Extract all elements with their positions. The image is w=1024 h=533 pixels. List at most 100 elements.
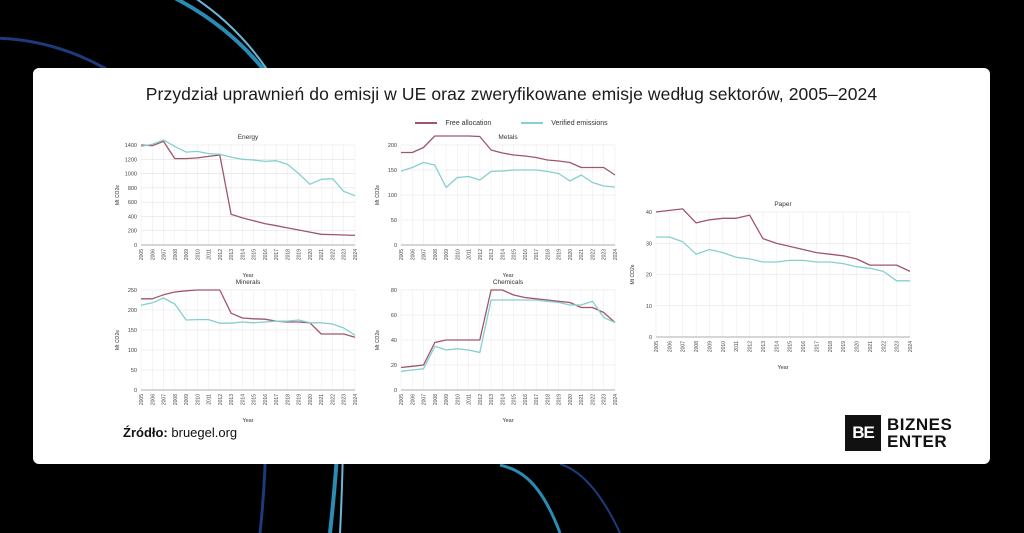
minerals-x-tick-label: 2021 xyxy=(319,394,325,405)
metals-series-verified-emissions xyxy=(400,161,616,189)
metals-y-tick-label: 200 xyxy=(388,143,397,149)
metals-y-tick-label: 50 xyxy=(391,218,397,224)
paper-x-tick-label: 2008 xyxy=(694,341,700,352)
energy-x-tick-label: 2019 xyxy=(297,249,303,260)
chemicals-series-verified-emissions xyxy=(400,299,616,372)
paper-y-tick-label: 30 xyxy=(646,241,652,247)
chemicals-x-tick-label: 2023 xyxy=(602,394,608,405)
panel-chemicals: Chemicals 0 20 40 60 80 2005 2006 2007 2008 2009 20… xyxy=(373,276,623,426)
energy-y-tick-label: 200 xyxy=(128,229,137,235)
paper-y-axis-title: Mt CO2e xyxy=(630,264,636,284)
energy-x-tick-label: 2018 xyxy=(285,249,291,260)
paper-x-tick-label: 2018 xyxy=(828,341,834,352)
legend-item-free-allocation: Free allocation xyxy=(415,116,491,130)
metals-x-tick-label: 2012 xyxy=(478,249,484,260)
chemicals-x-tick-label: 2012 xyxy=(478,394,484,405)
minerals-x-tick-label: 2010 xyxy=(195,394,201,405)
paper-x-tick-label: 2015 xyxy=(788,341,794,352)
page-title: Przydział uprawnień do emisji w UE oraz … xyxy=(145,84,878,104)
minerals-x-axis-title: Year xyxy=(242,418,253,424)
energy-y-tick-label: 1400 xyxy=(125,143,137,149)
chemicals-x-tick-label: 2010 xyxy=(455,394,461,405)
legend-label-free-allocation: Free allocation xyxy=(445,119,492,127)
energy-x-tick-label: 2022 xyxy=(330,249,336,260)
chemicals-x-tick-label: 2016 xyxy=(523,394,529,405)
panel-energy: Energy 0 200 400 600 800 1000 1200 1400 2005 2006 2… xyxy=(113,131,363,281)
chemicals-x-tick-label: 2021 xyxy=(579,394,585,405)
energy-x-tick-label: 2017 xyxy=(274,249,280,260)
minerals-x-tick-label: 2016 xyxy=(263,394,269,405)
paper-x-axis-title: Year xyxy=(777,365,788,371)
energy-x-tick-label: 2014 xyxy=(240,249,246,260)
paper-x-tick-label: 2021 xyxy=(868,341,874,352)
paper-x-tick-label: 2020 xyxy=(855,341,861,352)
metals-x-tick-label: 2006 xyxy=(410,249,416,260)
metals-x-tick-label: 2018 xyxy=(545,249,551,260)
energy-x-tick-label: 2011 xyxy=(207,249,213,260)
energy-x-tick-label: 2008 xyxy=(173,249,179,260)
legend-item-verified-emissions: Verified emissions xyxy=(521,116,608,130)
minerals-x-tick-label: 2023 xyxy=(342,394,348,405)
brand-line-2: ENTER xyxy=(887,432,948,451)
energy-x-tick-label: 2021 xyxy=(319,249,325,260)
metals-x-tick-label: 2010 xyxy=(455,249,461,260)
minerals-x-tick-label: 2006 xyxy=(150,394,156,405)
chemicals-x-tick-label: 2013 xyxy=(489,394,495,405)
paper-x-tick-label: 2022 xyxy=(881,341,887,352)
paper-x-tick-label: 2006 xyxy=(667,341,673,352)
minerals-y-tick-label: 0 xyxy=(134,388,137,394)
chemicals-x-tick-label: 2015 xyxy=(512,394,518,405)
minerals-x-tick-label: 2009 xyxy=(184,394,190,405)
chart-legend: Free allocation Verified emissions xyxy=(33,116,990,130)
metals-x-tick-label: 2017 xyxy=(534,249,540,260)
minerals-x-tick-label: 2020 xyxy=(308,394,314,405)
energy-series-verified-emissions xyxy=(140,139,356,197)
panel-paper: Paper 0 10 20 30 40 2005 2006 2007 2008 2009 2010 20… xyxy=(628,198,918,373)
minerals-x-tick-label: 2017 xyxy=(274,394,280,405)
paper-chart-title: Paper xyxy=(774,201,792,208)
metals-x-tick-label: 2022 xyxy=(590,249,596,260)
metals-y-tick-label: 100 xyxy=(388,193,397,199)
metals-x-tick-label: 2008 xyxy=(433,249,439,260)
metals-x-tick-label: 2007 xyxy=(422,249,428,260)
energy-x-tick-label: 2023 xyxy=(342,249,348,260)
paper-x-tick-label: 2017 xyxy=(814,341,820,352)
chemicals-x-tick-label: 2014 xyxy=(500,394,506,405)
metals-x-tick-label: 2009 xyxy=(444,249,450,260)
chemicals-x-tick-label: 2022 xyxy=(590,394,596,405)
metals-x-tick-label: 2024 xyxy=(613,249,619,260)
paper-x-tick-label: 2010 xyxy=(721,341,727,352)
energy-chart-title: Energy xyxy=(238,134,259,141)
energy-series-free-allocation xyxy=(140,140,356,237)
source-note: Źródło: bruegel.org xyxy=(123,425,237,440)
metals-x-axis-title: Year xyxy=(502,273,513,279)
paper-x-tick-label: 2014 xyxy=(774,341,780,352)
minerals-y-tick-label: 50 xyxy=(131,368,137,374)
minerals-y-axis-title: Mt CO2e xyxy=(115,330,121,350)
paper-x-tick-label: 2007 xyxy=(681,341,687,352)
paper-series-free-allocation xyxy=(655,208,911,272)
chemicals-x-tick-label: 2008 xyxy=(433,394,439,405)
chemicals-series-free-allocation xyxy=(400,289,616,369)
minerals-x-tick-label: 2007 xyxy=(162,394,168,405)
minerals-x-tick-label: 2015 xyxy=(252,394,258,405)
paper-y-tick-label: 40 xyxy=(646,210,652,216)
paper-y-tick-label: 0 xyxy=(649,335,652,341)
energy-x-tick-label: 2020 xyxy=(308,249,314,260)
paper-x-tick-label: 2012 xyxy=(748,341,754,352)
energy-x-tick-label: 2006 xyxy=(150,249,156,260)
chart-paper: Paper 0 10 20 30 40 2005 2006 2007 2008 2009 2010 20… xyxy=(630,201,914,371)
energy-y-tick-label: 400 xyxy=(128,214,137,220)
minerals-y-tick-label: 150 xyxy=(128,328,137,334)
chemicals-x-tick-label: 2005 xyxy=(399,394,405,405)
paper-x-tick-label: 2024 xyxy=(908,341,914,352)
minerals-x-tick-label: 2014 xyxy=(240,394,246,405)
metals-series-free-allocation xyxy=(401,135,616,176)
panel-metals: Metals 0 50 100 150 200 2005 2006 2007 2008 2009 20… xyxy=(373,131,623,281)
minerals-y-tick-label: 100 xyxy=(128,348,137,354)
chart-chemicals: Chemicals 0 20 40 60 80 2005 2006 2007 2008 2009 20… xyxy=(375,279,619,424)
brand-line-1: BIZNES xyxy=(887,415,953,434)
chart-metals: Metals 0 50 100 150 200 2005 2006 2007 2008 2009 20… xyxy=(375,134,619,279)
metals-x-tick-label: 2011 xyxy=(467,249,473,260)
panel-minerals: Minerals 0 50 100 150 200 250 2005 2006 2007 2008 2… xyxy=(113,276,363,426)
